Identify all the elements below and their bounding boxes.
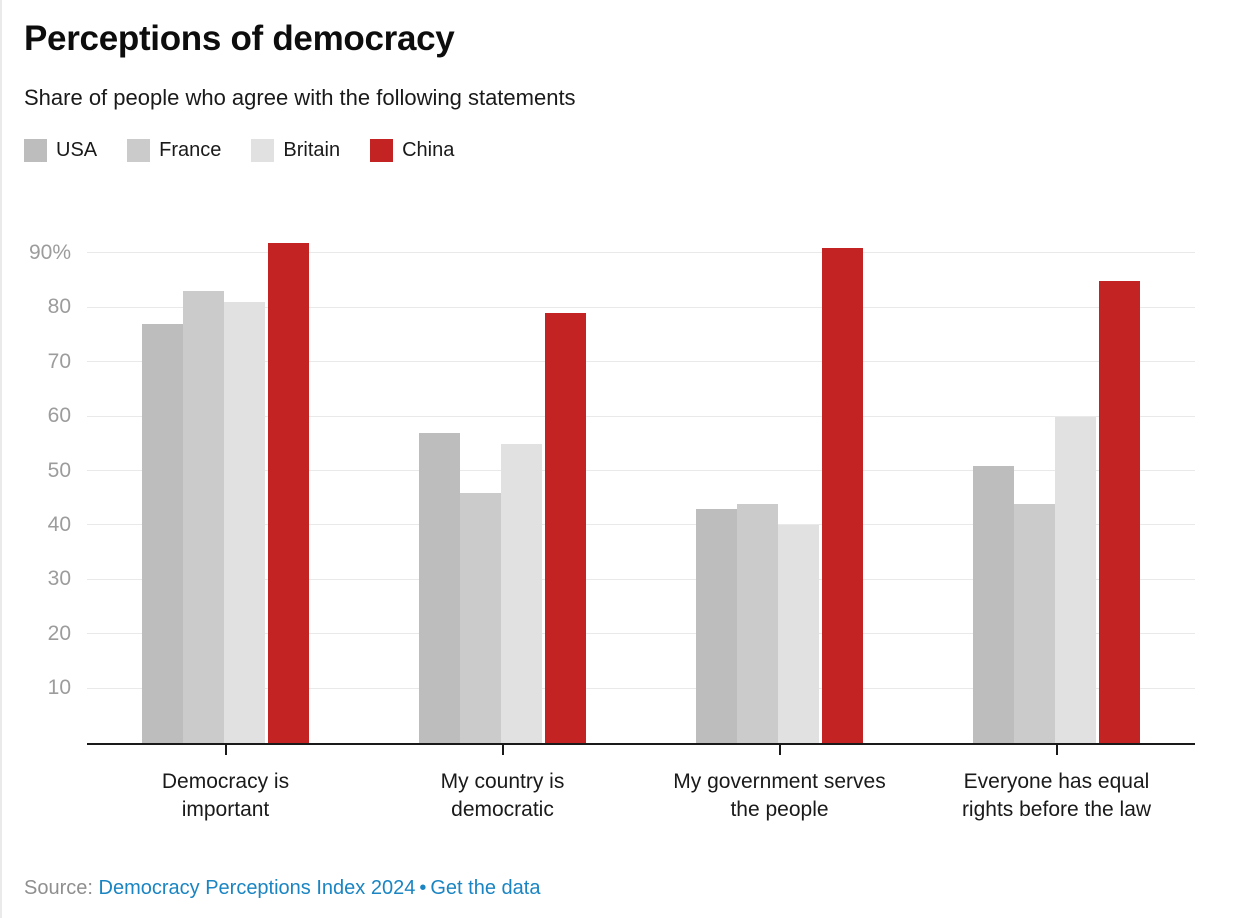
x-label-cell: My government serves the people (641, 768, 918, 825)
y-tick-label: 80 (47, 295, 71, 319)
bar-britain-3 (1055, 416, 1096, 743)
y-tick-label: 70 (47, 349, 71, 373)
bar-group-0 (87, 199, 364, 743)
gridline-70: 70 (48, 350, 1195, 373)
legend-item-britain: Britain (251, 139, 340, 162)
x-axis-label: My country is democratic (440, 770, 565, 822)
gridline-20: 20 (48, 622, 1195, 645)
bar-usa-1 (419, 432, 460, 743)
chart-subtitle: Share of people who agree with the follo… (24, 85, 576, 110)
bar-group-3 (918, 199, 1195, 743)
source-label: Source: (24, 877, 93, 899)
legend-item-usa: USA (24, 139, 97, 162)
legend-swatch (370, 139, 394, 162)
y-tick-label: 90% (28, 240, 71, 264)
y-tick-label: 60 (47, 404, 71, 428)
x-label-cell: Everyone has equal rights before the law (918, 768, 1195, 825)
legend-swatch (251, 139, 275, 162)
y-tick-label: 40 (47, 512, 71, 536)
bar-china-0 (268, 242, 309, 743)
bar-china-3 (1099, 280, 1140, 743)
bar-usa-2 (696, 509, 737, 743)
legend-item-france: France (127, 139, 221, 162)
legend-swatch (24, 139, 47, 162)
bar-group-2 (641, 199, 918, 743)
bar-britain-1 (501, 443, 542, 743)
gridline-90: 90% (29, 241, 1195, 264)
bar-britain-2 (778, 525, 819, 743)
page-title: Perceptions of democracy (24, 19, 455, 58)
legend-label: Britain (283, 139, 341, 161)
bar-china-2 (822, 247, 863, 743)
bar-usa-0 (142, 324, 183, 743)
plot-area: 10 20 30 40 50 60 70 80 90% (29, 199, 1195, 745)
bar-chart: 10 20 30 40 50 60 70 80 90% Democracy is importa… (29, 199, 1195, 825)
legend-label: China (402, 139, 455, 161)
bar-china-1 (545, 313, 586, 743)
x-axis-label: Everyone has equal rights before the law (961, 770, 1152, 822)
legend-label: USA (56, 139, 98, 161)
y-tick-label: 50 (47, 458, 71, 482)
bar-france-3 (1014, 503, 1055, 743)
bar-france-2 (737, 503, 778, 743)
legend-swatch (127, 139, 151, 162)
gridline-10: 10 (48, 676, 1195, 699)
y-tick-label: 30 (47, 567, 71, 591)
legend-item-china: China (370, 139, 454, 162)
x-tick (501, 745, 504, 755)
source-line: Source: Democracy Perceptions Index 2024… (24, 877, 540, 900)
x-tick (1055, 745, 1058, 755)
x-axis-labels: Democracy is important My country is demo… (87, 755, 1195, 825)
bar-groups (87, 199, 1195, 743)
get-the-data-link[interactable]: Get the data (430, 877, 541, 899)
gridline-80: 80 (48, 295, 1195, 318)
gridline-40: 40 (48, 513, 1195, 536)
legend-label: France (159, 139, 222, 161)
bar-usa-3 (973, 465, 1014, 743)
legend: USA France Britain China (24, 139, 1238, 162)
bar-france-0 (183, 291, 224, 743)
x-label-cell: My country is democratic (364, 768, 641, 825)
gridline-60: 60 (48, 404, 1195, 427)
gridline-50: 50 (48, 459, 1195, 482)
x-tick (224, 745, 227, 755)
bar-britain-0 (224, 302, 265, 743)
gridline-30: 30 (48, 567, 1195, 590)
y-tick-label: 10 (47, 676, 71, 700)
x-label-cell: Democracy is important (87, 768, 364, 825)
bar-group-1 (364, 199, 641, 743)
y-tick-label: 20 (47, 621, 71, 645)
bar-france-1 (460, 492, 501, 743)
footer-separator: • (419, 877, 427, 899)
x-axis-ticks (87, 745, 1195, 755)
x-tick (778, 745, 781, 755)
x-axis-label: Democracy is important (161, 770, 290, 822)
source-link[interactable]: Democracy Perceptions Index 2024 (98, 877, 416, 899)
x-axis-label: My government serves the people (673, 770, 886, 822)
